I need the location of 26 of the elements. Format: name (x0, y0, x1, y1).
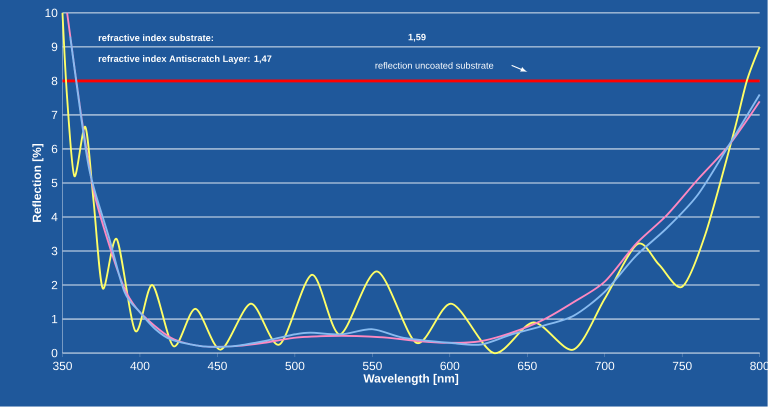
x-tick-label: 450 (208, 362, 227, 370)
y-axis-title: Reflection [%] (32, 144, 44, 222)
x-tick-label: 750 (672, 362, 692, 370)
y-tick-label: 6 (52, 144, 58, 154)
annotation: refractive index substrate: (98, 34, 213, 42)
x-tick-label: 650 (518, 362, 537, 370)
y-tick-label: 5 (52, 179, 58, 188)
y-tick-label: 10 (45, 8, 58, 18)
x-tick-label: 550 (362, 362, 382, 370)
x-tick-label: 700 (595, 362, 614, 370)
x-tick-label: 350 (53, 362, 72, 370)
x-tick-label: 500 (285, 362, 304, 370)
annotation: 1,59 (408, 34, 426, 42)
y-tick-label: 7 (52, 111, 58, 120)
y-tick-label: 1 (52, 315, 58, 324)
ref-line-label: reflection uncoated substrate (376, 62, 494, 69)
x-tick-label: 400 (130, 362, 150, 370)
x-axis-title: Wavelength [nm] (363, 374, 458, 386)
y-tick-label: 4 (51, 213, 58, 222)
y-tick-label: 2 (52, 281, 58, 290)
x-tick-label: 600 (440, 362, 460, 370)
y-tick-label: 8 (52, 76, 58, 86)
annotation: refractive index Antiscratch Layer: 1,47 (98, 55, 272, 64)
y-tick-label: 0 (52, 349, 58, 358)
y-tick-label: 3 (52, 246, 58, 256)
y-tick-label: 9 (52, 42, 58, 52)
